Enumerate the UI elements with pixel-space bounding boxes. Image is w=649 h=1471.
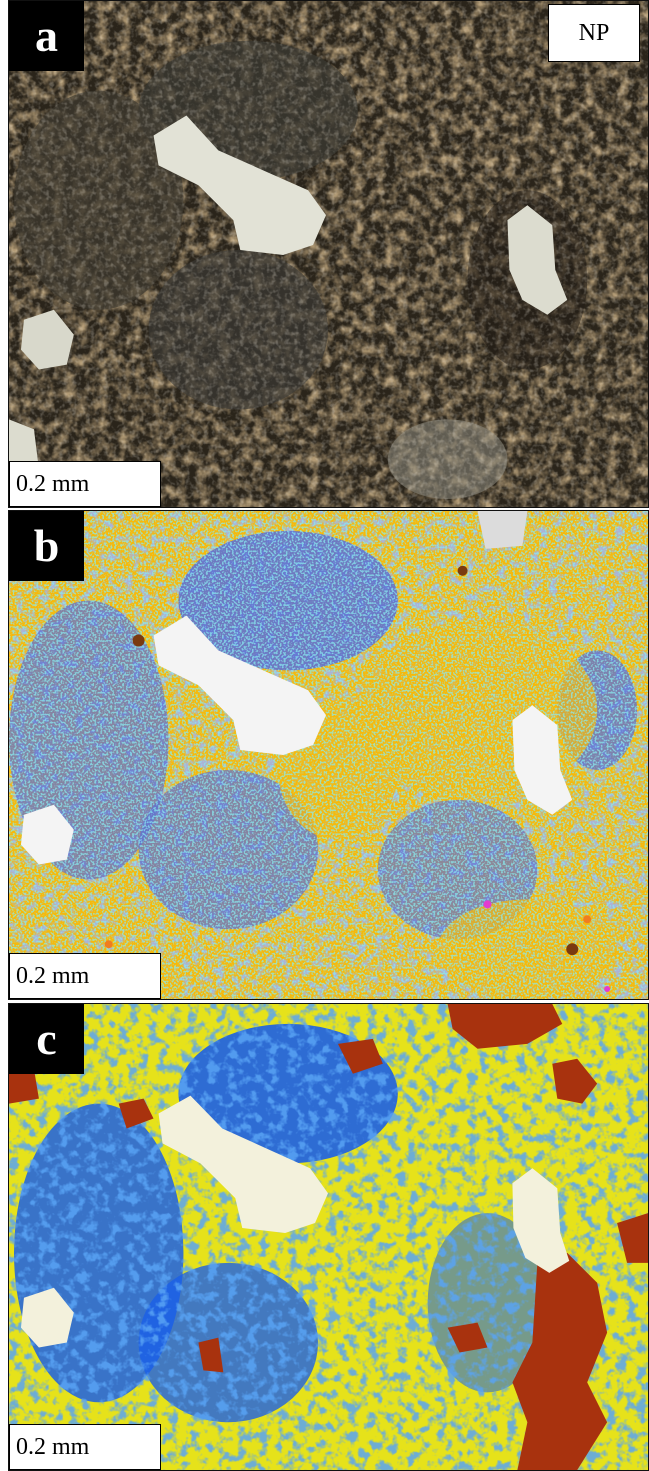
panel-label-b: b <box>9 511 84 581</box>
panel-b: b 0.2 mm <box>8 510 649 1000</box>
polarization-mode-label: NP <box>548 4 640 62</box>
panel-label-a: a <box>9 1 84 71</box>
panel-c: c 0.2 mm <box>8 1003 649 1471</box>
panel-a: a NP 0.2 mm <box>8 0 649 508</box>
scale-bar-label-a: 0.2 mm <box>9 461 161 507</box>
phase-map-image <box>9 1004 648 1470</box>
scale-bar-label-c: 0.2 mm <box>9 1424 161 1470</box>
panel-label-c: c <box>9 1004 84 1074</box>
photomicrograph-image <box>9 1 648 507</box>
scale-bar-label-b: 0.2 mm <box>9 953 161 999</box>
mineral-map-image <box>9 511 648 999</box>
